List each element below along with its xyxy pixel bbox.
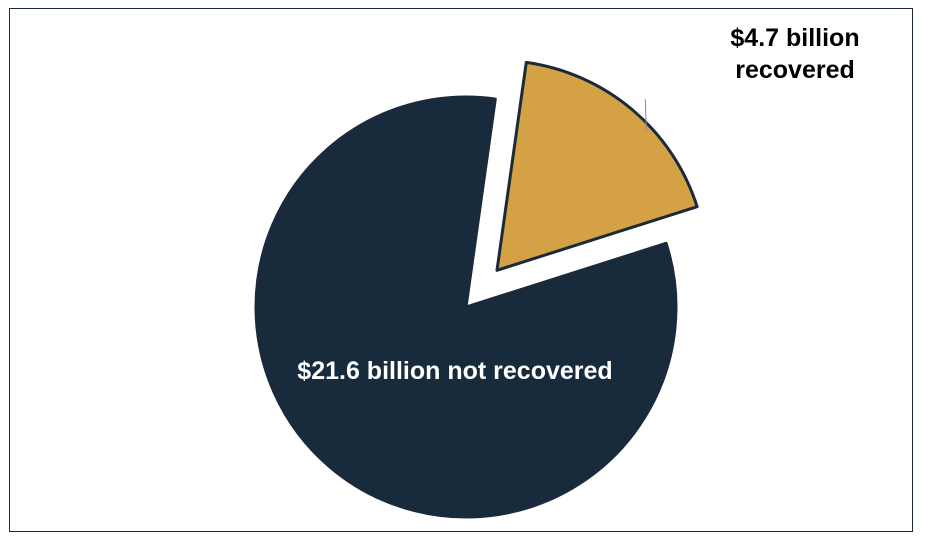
data-label-line: $4.7 billion	[730, 24, 859, 52]
data-label-line: recovered	[735, 56, 855, 84]
data-label-recovered: $4.7 billion recovered	[730, 24, 859, 84]
slice-labels: $4.7 billion recovered $21.6 billion not r…	[297, 24, 859, 385]
leader-line-recovered	[644, 99, 647, 132]
pie-slices	[254, 60, 699, 519]
chart-frame	[9, 8, 913, 532]
pie-slice-recovered	[495, 60, 699, 272]
pie-slice-not-recovered	[254, 95, 678, 519]
leader-lines	[644, 99, 647, 132]
data-label-not-recovered: $21.6 billion not recovered	[297, 357, 612, 385]
data-label-line: $21.6 billion not recovered	[297, 357, 612, 385]
